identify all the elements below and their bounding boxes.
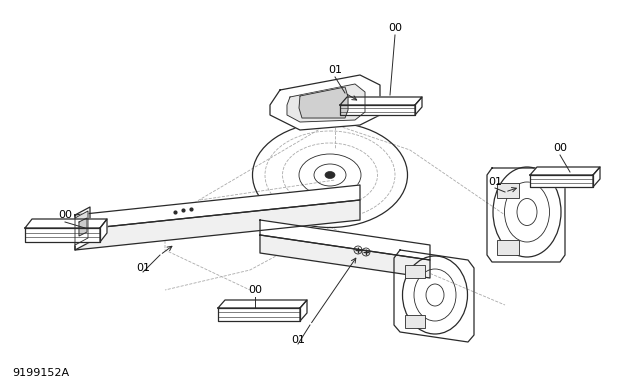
Text: 00: 00 — [58, 210, 72, 220]
Text: 00: 00 — [553, 143, 567, 153]
Text: 01: 01 — [488, 177, 502, 187]
Polygon shape — [287, 84, 365, 122]
Polygon shape — [218, 308, 300, 321]
Polygon shape — [415, 97, 422, 115]
Text: 01: 01 — [328, 65, 342, 75]
Bar — [497, 183, 519, 198]
Polygon shape — [75, 207, 90, 250]
Bar — [497, 240, 519, 255]
Polygon shape — [25, 219, 107, 228]
Polygon shape — [75, 211, 88, 245]
Polygon shape — [260, 220, 430, 260]
Polygon shape — [75, 185, 360, 230]
Text: 01: 01 — [291, 335, 305, 345]
Polygon shape — [75, 200, 360, 250]
Polygon shape — [487, 168, 565, 262]
Polygon shape — [530, 167, 600, 175]
Bar — [405, 265, 425, 278]
Polygon shape — [270, 75, 380, 130]
Polygon shape — [100, 219, 107, 242]
Bar — [405, 315, 425, 328]
Text: 01: 01 — [136, 263, 150, 273]
Polygon shape — [218, 300, 307, 308]
Polygon shape — [394, 250, 474, 342]
Polygon shape — [530, 175, 593, 187]
Polygon shape — [340, 105, 415, 115]
Polygon shape — [25, 228, 100, 242]
Text: 9199152A: 9199152A — [12, 368, 69, 378]
Text: 00: 00 — [388, 23, 402, 33]
Polygon shape — [340, 97, 422, 105]
Text: 00: 00 — [248, 285, 262, 295]
Polygon shape — [299, 87, 348, 118]
Polygon shape — [593, 167, 600, 187]
Polygon shape — [300, 300, 307, 321]
Ellipse shape — [325, 171, 335, 178]
Polygon shape — [260, 235, 430, 278]
Polygon shape — [79, 218, 87, 236]
